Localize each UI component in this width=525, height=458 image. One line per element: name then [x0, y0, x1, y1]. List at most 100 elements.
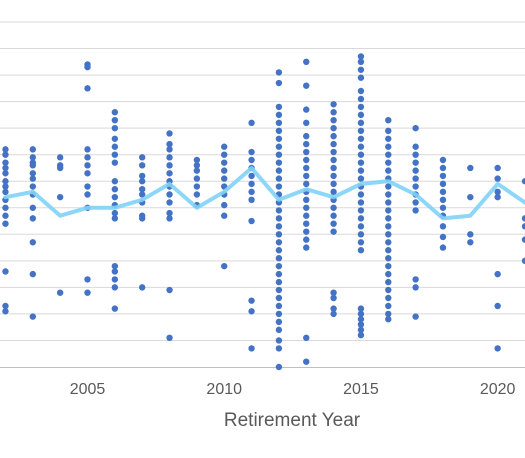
- data-point: [357, 310, 365, 318]
- data-point: [357, 66, 365, 73]
- data-point: [275, 270, 283, 278]
- data-point: [248, 196, 255, 204]
- data-point: [2, 151, 9, 158]
- data-point: [193, 162, 201, 169]
- data-point: [2, 188, 9, 196]
- data-point: [275, 223, 283, 230]
- data-point: [29, 239, 37, 246]
- data-point: [29, 313, 37, 320]
- data-point: [385, 223, 392, 230]
- data-point: [111, 215, 119, 222]
- data-point: [303, 172, 310, 180]
- data-point: [303, 244, 310, 251]
- data-point: [357, 239, 365, 246]
- data-point: [385, 270, 392, 278]
- data-point: [84, 289, 91, 296]
- data-point: [193, 167, 201, 174]
- data-point: [357, 175, 365, 182]
- data-point: [494, 164, 501, 172]
- data-point: [385, 302, 392, 310]
- data-point: [412, 313, 419, 320]
- data-point: [111, 124, 119, 132]
- data-point: [357, 95, 365, 103]
- data-point: [166, 286, 173, 294]
- data-point: [412, 175, 419, 182]
- data-point: [111, 284, 119, 291]
- data-point: [166, 199, 173, 206]
- data-point: [275, 302, 283, 310]
- data-point: [330, 188, 337, 196]
- data-point: [29, 170, 37, 177]
- data-point: [111, 135, 119, 142]
- data-point: [2, 178, 9, 185]
- data-point: [521, 178, 525, 185]
- data-point: [138, 178, 146, 185]
- data-point: [29, 146, 37, 153]
- data-point: [275, 159, 283, 166]
- data-point: [166, 130, 173, 137]
- data-point: [111, 305, 119, 312]
- data-point: [193, 191, 201, 198]
- data-point: [166, 334, 173, 342]
- data-point: [275, 167, 283, 174]
- data-point: [303, 82, 310, 89]
- data-point: [521, 257, 525, 265]
- data-point: [385, 199, 392, 206]
- data-point: [330, 180, 337, 188]
- data-point: [330, 212, 337, 219]
- data-point: [275, 239, 283, 246]
- data-point: [84, 276, 91, 283]
- data-point: [2, 302, 9, 310]
- data-point: [521, 223, 525, 230]
- data-point: [111, 262, 119, 270]
- data-point: [2, 183, 9, 190]
- data-point: [439, 233, 447, 241]
- data-point: [494, 345, 501, 352]
- data-point: [2, 146, 9, 153]
- data-point: [111, 143, 119, 150]
- data-point: [385, 159, 392, 166]
- data-points: [2, 53, 525, 371]
- data-point: [303, 212, 310, 219]
- data-point: [2, 170, 9, 177]
- data-point: [467, 239, 474, 246]
- data-point: [248, 345, 255, 352]
- data-point: [111, 193, 119, 201]
- data-point: [84, 146, 91, 153]
- data-point: [330, 164, 337, 172]
- data-point: [467, 164, 474, 172]
- data-point: [412, 124, 419, 132]
- data-point: [330, 148, 337, 156]
- data-point: [303, 148, 310, 156]
- data-point: [357, 167, 365, 174]
- data-point: [357, 87, 365, 95]
- data-point: [275, 363, 283, 371]
- data-point: [275, 175, 283, 182]
- data-point: [412, 284, 419, 291]
- data-point: [275, 127, 283, 135]
- data-point: [111, 276, 119, 283]
- data-point: [357, 74, 365, 81]
- data-point: [248, 188, 255, 196]
- data-point: [275, 79, 283, 87]
- data-point: [111, 151, 119, 158]
- data-point: [385, 310, 392, 318]
- data-point: [357, 215, 365, 222]
- data-point: [494, 193, 501, 201]
- data-point: [56, 193, 64, 201]
- data-point: [385, 207, 392, 214]
- data-point: [275, 337, 283, 344]
- data-point: [221, 262, 228, 270]
- data-point: [275, 247, 283, 254]
- data-point: [248, 148, 255, 156]
- data-point: [221, 175, 228, 182]
- data-point: [2, 308, 9, 315]
- data-point: [111, 209, 119, 217]
- data-point: [275, 278, 283, 286]
- data-point: [385, 191, 392, 198]
- data-point: [494, 175, 501, 182]
- data-point: [221, 159, 228, 166]
- data-point: [303, 358, 310, 365]
- data-point: [275, 345, 283, 352]
- data-point: [56, 154, 64, 161]
